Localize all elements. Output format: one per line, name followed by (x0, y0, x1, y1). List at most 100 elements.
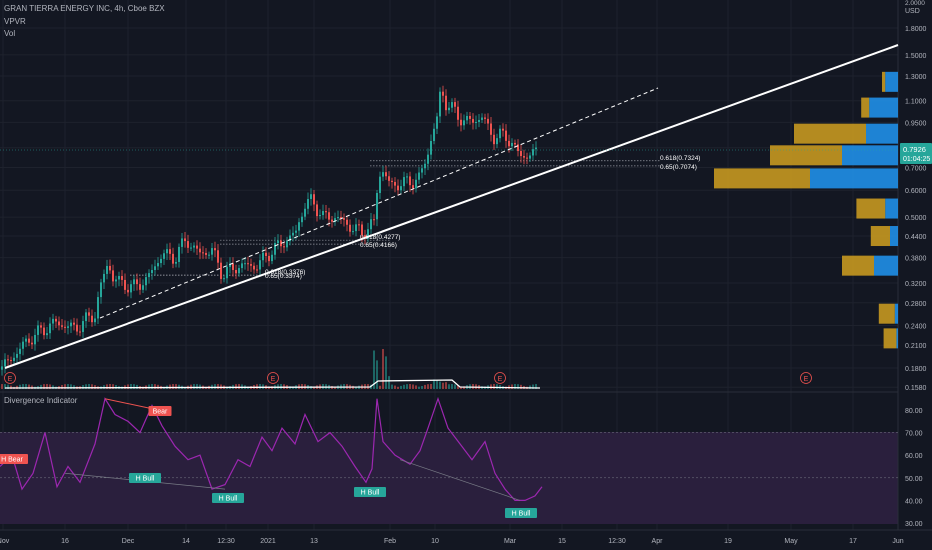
vpvr-legend[interactable]: VPVR (4, 17, 26, 26)
volume-bar (109, 384, 111, 389)
time-tick: Mar (504, 538, 517, 545)
vpvr-bar-up (894, 303, 898, 324)
vpvr-bar-up (890, 226, 898, 247)
candle-body (496, 138, 498, 145)
candle-body (292, 232, 294, 236)
symbol-title[interactable]: GRAN TIERRA ENERGY INC, 4h, Cboe BZX (4, 4, 165, 13)
vpvr-bar-down (878, 303, 895, 324)
candle-body (28, 338, 30, 343)
price-tick: 1.8000 (905, 26, 927, 33)
candle-body (13, 357, 15, 361)
candle-body (181, 238, 183, 247)
candle-body (160, 258, 162, 264)
candle-body (103, 273, 105, 283)
candle-body (109, 265, 111, 271)
candle-body (4, 359, 6, 367)
candle-body (322, 211, 324, 216)
volume-bar (376, 360, 378, 389)
candle-body (91, 315, 93, 323)
candle-body (265, 252, 267, 256)
candle-body (184, 238, 186, 242)
bull-divergence-line (399, 459, 521, 501)
volume-bar (496, 384, 498, 389)
candle-body (268, 255, 270, 262)
candle-body (82, 321, 84, 332)
fib-label: 0.618(0.4277) (360, 234, 400, 241)
vpvr-bar-down (842, 255, 874, 276)
vpvr-bar-down (714, 168, 810, 189)
price-tick: 0.9500 (905, 120, 927, 127)
candle-body (478, 119, 480, 123)
candle-body (343, 218, 345, 220)
candle-body (100, 282, 102, 298)
volume-bar (535, 384, 537, 389)
vol-legend[interactable]: Vol (4, 29, 16, 38)
dashed-trendline[interactable] (99, 87, 659, 319)
price-tick: 1.1000 (905, 99, 927, 106)
time-tick: Apr (652, 538, 664, 545)
candle-body (22, 341, 24, 349)
volume-bar (151, 384, 153, 389)
candle-body (223, 278, 225, 280)
candle-body (115, 279, 117, 282)
candle-body (469, 115, 471, 119)
candle-body (328, 212, 330, 220)
candle-body (505, 130, 507, 141)
candle-body (325, 211, 327, 213)
candle-body (55, 318, 57, 322)
candle-body (508, 140, 510, 147)
candle-body (532, 149, 534, 156)
oscillator-title[interactable]: Divergence Indicator (4, 396, 78, 405)
volume-bar (493, 384, 495, 389)
volume-bar (433, 379, 435, 389)
volume-bar (385, 356, 387, 389)
volume-bar (448, 384, 450, 389)
event-label: E (498, 376, 503, 383)
candle-body (244, 263, 246, 265)
candle-body (490, 123, 492, 135)
volume-bar (94, 385, 96, 389)
candle-body (232, 263, 234, 270)
volume-bar (52, 385, 54, 389)
candle-body (148, 273, 150, 278)
candle-body (145, 277, 147, 286)
candle-body (418, 172, 420, 180)
candle-body (520, 150, 522, 157)
candle-body (445, 95, 447, 111)
trendline[interactable] (4, 44, 899, 369)
candle-body (493, 134, 495, 145)
candle-body (529, 155, 531, 159)
candle-body (7, 359, 9, 361)
candle-body (535, 147, 537, 150)
candle-body (349, 224, 351, 232)
volume-bar (355, 386, 357, 389)
candle-body (262, 252, 264, 261)
candle-body (220, 262, 222, 279)
price-tick: 0.3200 (905, 281, 927, 288)
volume-bar (199, 384, 201, 389)
candle-body (484, 117, 486, 119)
candle-body (187, 241, 189, 248)
candle-body (439, 91, 441, 117)
time-tick: Dec (122, 538, 135, 545)
price-tick: 0.6000 (905, 188, 927, 195)
price-tick-top: 2.0000 (905, 0, 925, 7)
volume-bar (454, 384, 456, 389)
volume-bar (457, 385, 459, 389)
price-tick: 0.4400 (905, 234, 927, 241)
candle-body (127, 289, 129, 293)
candle-body (403, 177, 405, 187)
vpvr-bar-up (869, 97, 898, 118)
volume-bar (4, 384, 6, 389)
candle-body (472, 118, 474, 123)
volume-bar (115, 385, 117, 389)
volume-bar (130, 384, 132, 389)
time-tick: Jun (892, 538, 903, 545)
divergence-label-bg (505, 508, 537, 518)
time-tick: 2021 (260, 538, 276, 545)
volume-bar (82, 385, 84, 389)
volume-bar (412, 384, 414, 389)
candle-body (52, 318, 54, 324)
candle-body (448, 107, 450, 111)
